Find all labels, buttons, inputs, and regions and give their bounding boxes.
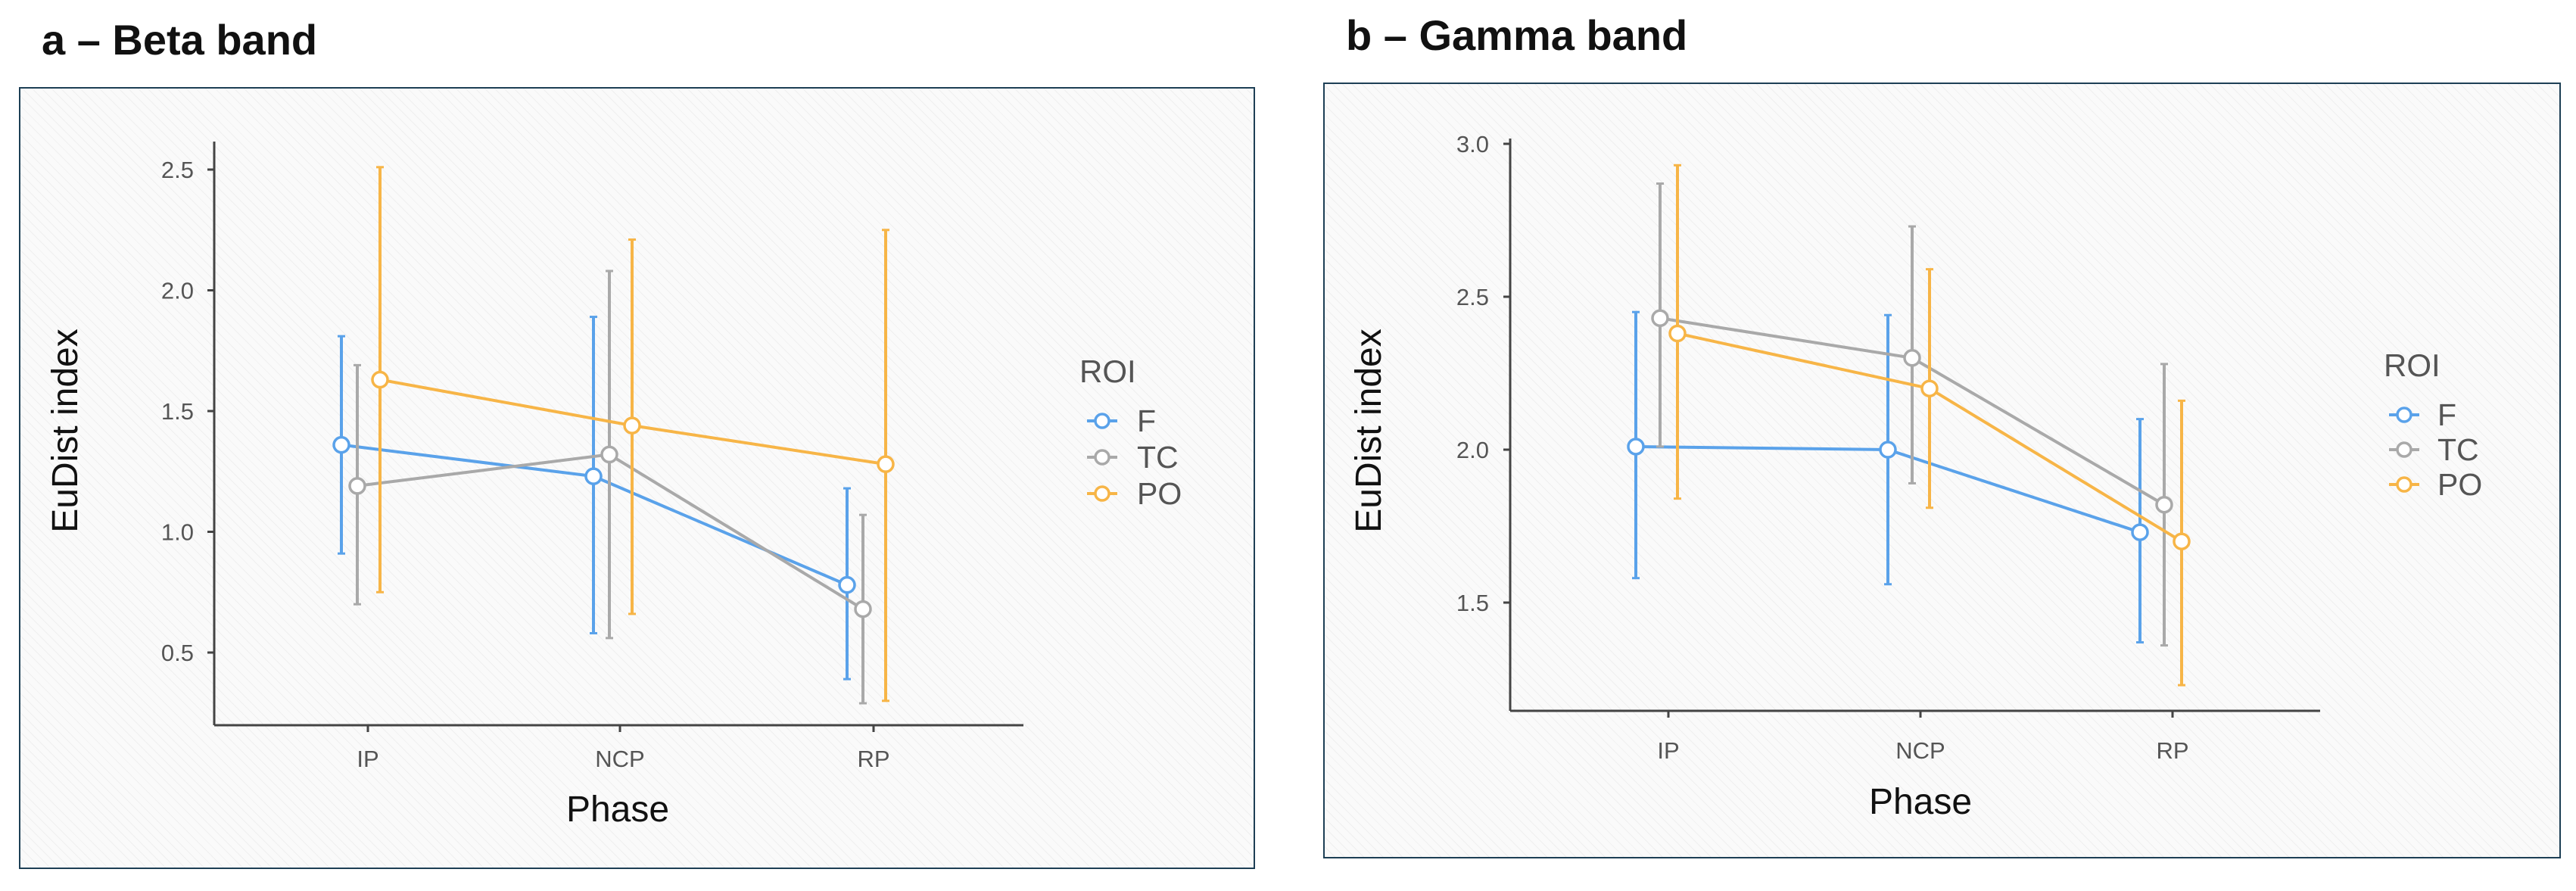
panel-a-x-tick-label: NCP — [595, 746, 644, 772]
panel-b-point-f — [2131, 523, 2149, 541]
panel-b-y-tick-label: 1.5 — [1456, 590, 1489, 616]
panel-b-legend-label-po: PO — [2437, 467, 2482, 502]
panel-a-title: a – Beta band — [42, 16, 318, 64]
panel-a-point-tc — [600, 445, 618, 464]
panel-a-legend-marker-f — [1094, 413, 1110, 429]
panel-b-point-f — [1627, 438, 1645, 456]
panel-b-legend-marker-po — [2396, 476, 2412, 493]
panel-b-y-axis-title: EuDist index — [1349, 329, 1389, 532]
panel-b-legend-title: ROI — [2384, 347, 2441, 383]
panel-b-frame — [1323, 83, 2561, 858]
panel-a-y-tick-label: 2.0 — [161, 278, 194, 304]
panel-b-x-tick-label: NCP — [1895, 737, 1945, 764]
panel-b-point-tc — [1903, 349, 1921, 367]
panel-b-point-tc — [1651, 309, 1669, 328]
panel-a-legend-label-tc: TC — [1137, 440, 1179, 475]
panel-a-point-po — [371, 370, 389, 389]
panel-a-frame — [19, 87, 1255, 869]
panel-b-x-axis-title: Phase — [1869, 782, 1972, 822]
panel-a-y-tick-label: 1.0 — [161, 519, 194, 546]
panel-b-y-tick-label: 3.0 — [1456, 131, 1489, 157]
panel-a-point-f — [584, 467, 603, 485]
panel-b-legend-label-tc: TC — [2437, 432, 2479, 467]
panel-b-y-tick-label: 2.5 — [1456, 284, 1489, 310]
panel-a-legend-label-po: PO — [1137, 476, 1182, 511]
panel-a-point-po — [877, 455, 895, 473]
panel-a-x-axis-title: Phase — [566, 790, 669, 830]
panel-a-legend-label-f: F — [1137, 403, 1156, 438]
panel-a-point-tc — [854, 600, 872, 618]
panel-a-x-tick-label: RP — [857, 746, 889, 772]
panel-a-point-f — [838, 575, 856, 594]
panel-a-point-f — [332, 435, 350, 454]
panel-b-title: b – Gamma band — [1346, 11, 1688, 59]
panel-b-point-tc — [2155, 495, 2173, 514]
panel-b-point-po — [1920, 379, 1939, 397]
panel-b-x-tick-label: IP — [1657, 737, 1679, 764]
panel-a-legend-title: ROI — [1079, 354, 1136, 389]
panel-b-x-tick-label: RP — [2156, 737, 2188, 764]
panel-b-legend-marker-tc — [2396, 441, 2412, 458]
panel-a-point-tc — [348, 477, 366, 495]
panel-a-legend-marker-po — [1094, 485, 1110, 502]
panel-a-point-po — [623, 416, 641, 435]
panel-b-y-tick-label: 2.0 — [1456, 437, 1489, 463]
panel-a-y-tick-label: 2.5 — [161, 157, 194, 183]
panel-b-legend-marker-f — [2396, 407, 2412, 423]
panel-b-point-po — [1668, 324, 1687, 343]
panel-a-x-tick-label: IP — [357, 746, 378, 772]
panel-a-legend-marker-tc — [1094, 449, 1110, 466]
panel-b-legend-label-f: F — [2437, 397, 2456, 432]
panel-b-point-f — [1879, 441, 1897, 459]
panel-a-y-tick-label: 0.5 — [161, 640, 194, 666]
panel-a-y-tick-label: 1.5 — [161, 398, 194, 425]
panel-b-point-po — [2173, 532, 2191, 550]
panel-a-y-axis-title: EuDist index — [45, 329, 86, 532]
